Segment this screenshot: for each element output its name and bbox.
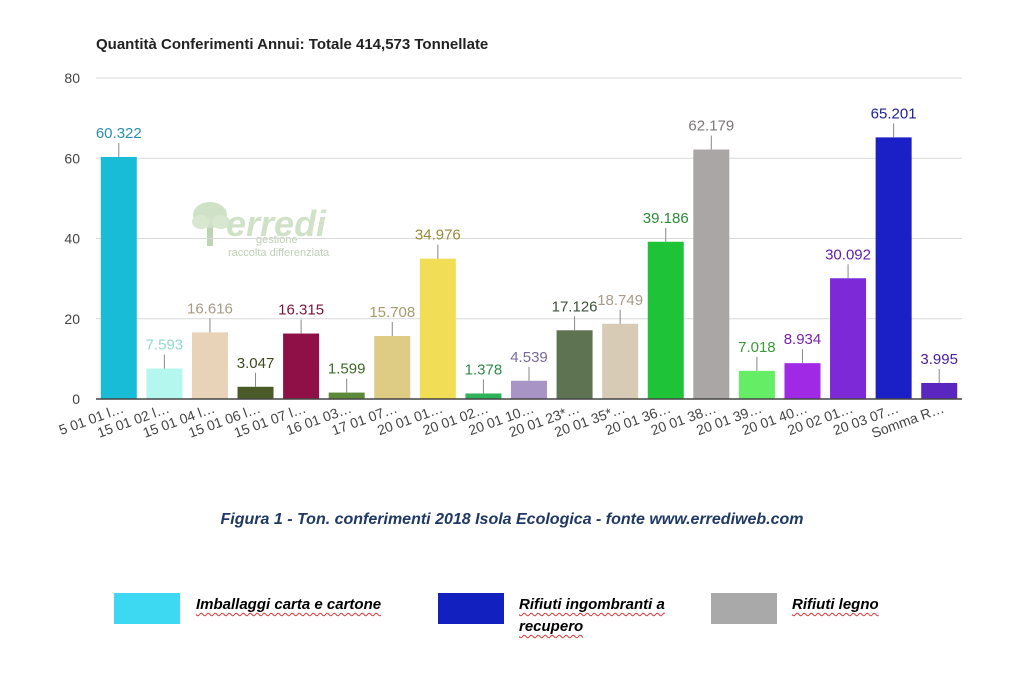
bar <box>191 332 228 399</box>
bar <box>283 333 320 399</box>
value-label: 62.179 <box>688 118 734 135</box>
tree-icon <box>192 202 230 246</box>
legend-label-bulky: Rifiuti ingombranti a recupero <box>519 596 665 635</box>
value-label: 1.599 <box>328 361 366 378</box>
value-label: 30.092 <box>825 246 871 263</box>
value-labels: 60.322 7.593 16.616 3.047 16.315 1.599 15.708 3… <box>96 105 958 378</box>
y-tick-label: 40 <box>64 231 80 247</box>
bar <box>875 137 912 399</box>
bars <box>100 137 958 399</box>
bar <box>921 382 958 399</box>
bar <box>784 363 821 399</box>
value-label: 7.018 <box>738 339 776 356</box>
y-tick-label: 80 <box>64 70 80 86</box>
bar <box>237 386 274 399</box>
bar <box>100 156 137 399</box>
legend-swatch-paper <box>114 593 180 624</box>
value-label: 65.201 <box>871 105 917 122</box>
bar <box>830 278 867 399</box>
bar <box>647 241 684 399</box>
x-axis-ticks: 5 01 01 l…15 01 02 l…15 01 04 l…15 01 06… <box>57 400 947 441</box>
bar <box>511 380 547 399</box>
value-label: 8.934 <box>784 331 822 348</box>
value-label: 4.539 <box>510 349 548 366</box>
bar-chart: Quantità Conferimenti Annui: Totale 414,… <box>57 36 962 441</box>
value-label: 16.616 <box>187 300 233 317</box>
legend-label-wood: Rifiuti legno <box>792 596 879 613</box>
bar <box>374 335 411 399</box>
bar <box>602 323 639 399</box>
legend-label-paper: Imballaggi carta e cartone <box>196 596 382 613</box>
legend-swatch-bulky <box>438 593 504 624</box>
watermark-line1: gestione <box>256 234 298 246</box>
watermark-logo-text: erredi <box>226 203 327 244</box>
figure-caption: Figura 1 - Ton. conferimenti 2018 Isola … <box>220 511 804 528</box>
value-label: 60.322 <box>96 125 142 142</box>
watermark-logo: erredi gestione raccolta differenziata <box>192 202 330 259</box>
value-label: 3.047 <box>237 355 275 372</box>
value-label: 7.593 <box>146 337 184 354</box>
label-leaders <box>118 123 940 394</box>
value-label: 17.126 <box>552 298 598 315</box>
y-tick-label: 60 <box>64 150 80 166</box>
value-label: 34.976 <box>415 227 461 244</box>
watermark-line2: raccolta differenziata <box>228 247 330 259</box>
value-label: 16.315 <box>278 302 324 319</box>
y-tick-label: 20 <box>64 311 80 327</box>
value-label: 15.708 <box>369 304 415 321</box>
bar <box>419 258 456 399</box>
y-axis-ticks: 0 20 40 60 80 <box>64 70 80 407</box>
bar <box>693 149 730 399</box>
bar <box>465 393 502 399</box>
bar <box>556 330 593 399</box>
bar <box>146 368 183 399</box>
y-tick-label: 0 <box>72 391 80 407</box>
value-label: 3.995 <box>920 351 958 368</box>
chart-title: Quantità Conferimenti Annui: Totale 414,… <box>96 36 488 53</box>
bar <box>328 392 365 399</box>
bar <box>738 370 775 399</box>
value-label: 1.378 <box>465 361 503 378</box>
value-label: 39.186 <box>643 210 689 227</box>
legend-swatch-wood <box>711 593 777 624</box>
gridlines <box>96 77 962 320</box>
value-label: 18.749 <box>597 292 643 309</box>
